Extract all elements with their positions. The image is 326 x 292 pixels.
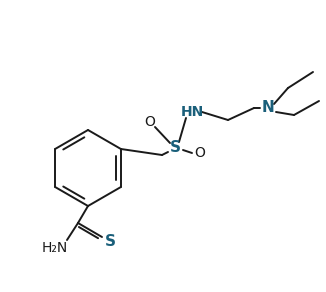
- Text: S: S: [170, 140, 181, 156]
- Text: H₂N: H₂N: [42, 241, 68, 255]
- Text: N: N: [262, 100, 274, 116]
- Text: S: S: [105, 234, 115, 249]
- Text: O: O: [144, 115, 156, 129]
- Text: HN: HN: [180, 105, 204, 119]
- Text: O: O: [195, 146, 205, 160]
